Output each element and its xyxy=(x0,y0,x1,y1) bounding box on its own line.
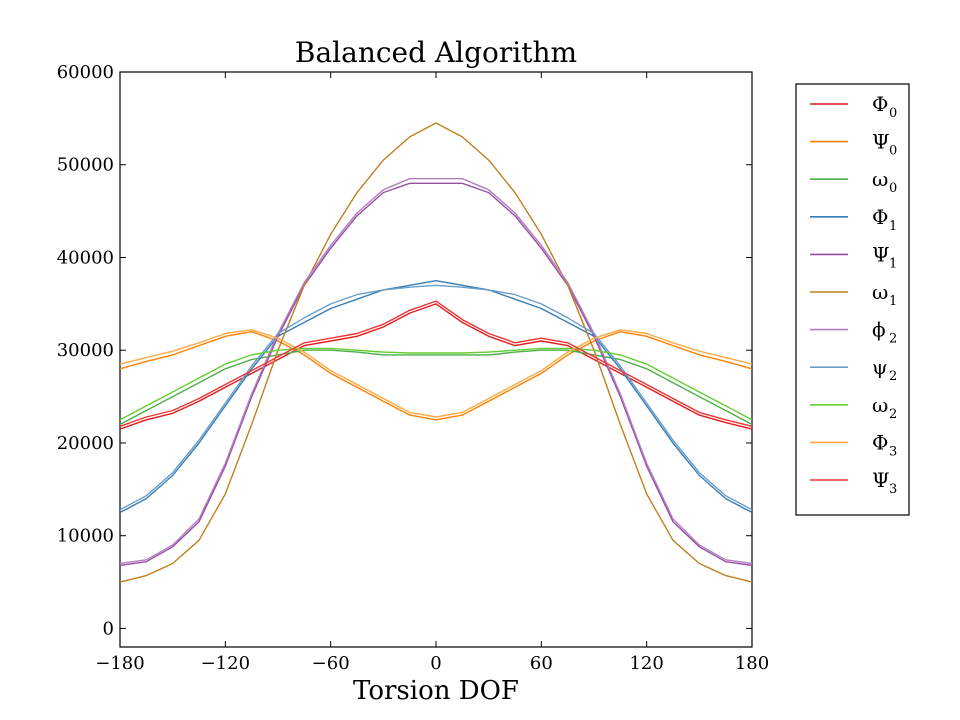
legend-subscript: 2 xyxy=(889,369,897,384)
y-tick-label: 0 xyxy=(103,618,114,639)
y-tick-label: 50000 xyxy=(57,155,114,176)
x-tick-label: 0 xyxy=(430,653,441,674)
series-line-3 xyxy=(119,349,753,426)
x-axis-label: Torsion DOF xyxy=(353,676,519,706)
series-line-9 xyxy=(119,347,753,421)
legend-label: Φ xyxy=(872,92,888,116)
x-tick-label: 180 xyxy=(735,653,769,674)
legend: Φ 0Ψ 0ω 0Φ 1Ψ 1ω 1ϕ 2ψ 2ω 2Φ 3Ψ 3 xyxy=(795,83,910,516)
series-line-11 xyxy=(119,300,753,427)
axis-ticks: −180 −120 −60 0 60 120 180 0 10000 20000 30000 4000… xyxy=(57,62,769,674)
legend-subscript: 0 xyxy=(889,181,897,196)
y-tick-label: 30000 xyxy=(57,340,114,361)
x-tick-label: 60 xyxy=(530,653,553,674)
y-tick-label: 20000 xyxy=(57,433,114,454)
legend-label: Φ xyxy=(872,205,888,229)
x-tick-label: −60 xyxy=(312,653,350,674)
y-tick-label: 60000 xyxy=(57,62,114,83)
series-line-4 xyxy=(119,280,753,514)
y-tick-label: 10000 xyxy=(57,526,114,547)
x-tick-label: −180 xyxy=(95,653,144,674)
legend-label: ψ xyxy=(872,355,888,379)
series-line-6 xyxy=(119,122,753,583)
legend-label: Φ xyxy=(872,430,888,454)
series-line-7 xyxy=(119,177,753,565)
legend-subscript: 3 xyxy=(889,482,897,497)
legend-subscript: 0 xyxy=(889,144,897,159)
legend-label: ω xyxy=(872,167,888,191)
legend-label: ω xyxy=(872,393,888,417)
x-tick-label: −120 xyxy=(201,653,250,674)
series-line-2 xyxy=(119,331,753,421)
y-tick-label: 40000 xyxy=(57,247,114,268)
x-tick-label: 120 xyxy=(629,653,663,674)
series-line-10 xyxy=(119,329,753,418)
legend-subscript: 0 xyxy=(889,106,897,121)
chart-title: Balanced Algorithm xyxy=(295,36,577,69)
legend-subscript: 2 xyxy=(889,332,897,347)
series-line-5 xyxy=(119,182,753,567)
legend-label: Ψ xyxy=(872,468,890,492)
legend-subscript: 1 xyxy=(889,256,897,271)
series-layer xyxy=(119,122,753,583)
series-line-1 xyxy=(119,303,753,430)
legend-label: Ψ xyxy=(872,130,890,154)
legend-label: Ψ xyxy=(872,242,890,266)
legend-label: ω xyxy=(872,280,888,304)
legend-subscript: 1 xyxy=(889,219,897,234)
legend-subscript: 1 xyxy=(889,294,897,309)
legend-subscript: 3 xyxy=(889,444,897,459)
legend-label: ϕ xyxy=(872,318,886,342)
plot-area xyxy=(119,71,753,648)
legend-subscript: 2 xyxy=(889,407,897,422)
series-line-8 xyxy=(119,284,753,511)
